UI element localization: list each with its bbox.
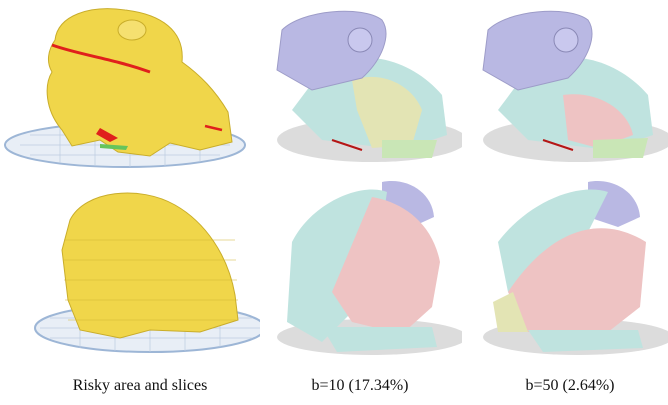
segment-cyan xyxy=(498,189,608,292)
risk-marks xyxy=(542,139,574,151)
panel-b10-top xyxy=(276,10,462,162)
risk-marks xyxy=(331,139,363,151)
segment-pink xyxy=(563,94,633,148)
frog-eye xyxy=(347,27,373,53)
panel-slices xyxy=(34,192,260,353)
caption-col1: Risky area and slices xyxy=(72,377,208,394)
segment-green xyxy=(593,138,648,158)
segment-olive xyxy=(493,292,528,332)
support-green xyxy=(100,144,128,150)
frog-eye xyxy=(117,19,147,41)
segment-pink xyxy=(508,228,646,332)
frog-yellow xyxy=(46,8,233,157)
segment-green xyxy=(382,140,437,158)
risk-side xyxy=(204,124,223,132)
frog-slices xyxy=(61,192,239,339)
caption-col3: b=50 (2.64%) xyxy=(525,377,615,394)
segment-green xyxy=(528,330,643,352)
panel-risky-area xyxy=(4,8,246,168)
segment-pink xyxy=(332,197,440,334)
panel-b50-back xyxy=(483,181,668,355)
panel-b50-top xyxy=(482,10,668,162)
panel-b10-back xyxy=(277,181,462,355)
segment-olive xyxy=(352,76,422,148)
segment-green xyxy=(322,327,437,352)
caption-col2: b=10 (17.34%) xyxy=(311,377,409,394)
risk-mouth xyxy=(51,43,151,74)
risk-foot xyxy=(96,128,118,142)
slice-lines xyxy=(64,239,238,321)
frog-eye xyxy=(553,27,579,53)
